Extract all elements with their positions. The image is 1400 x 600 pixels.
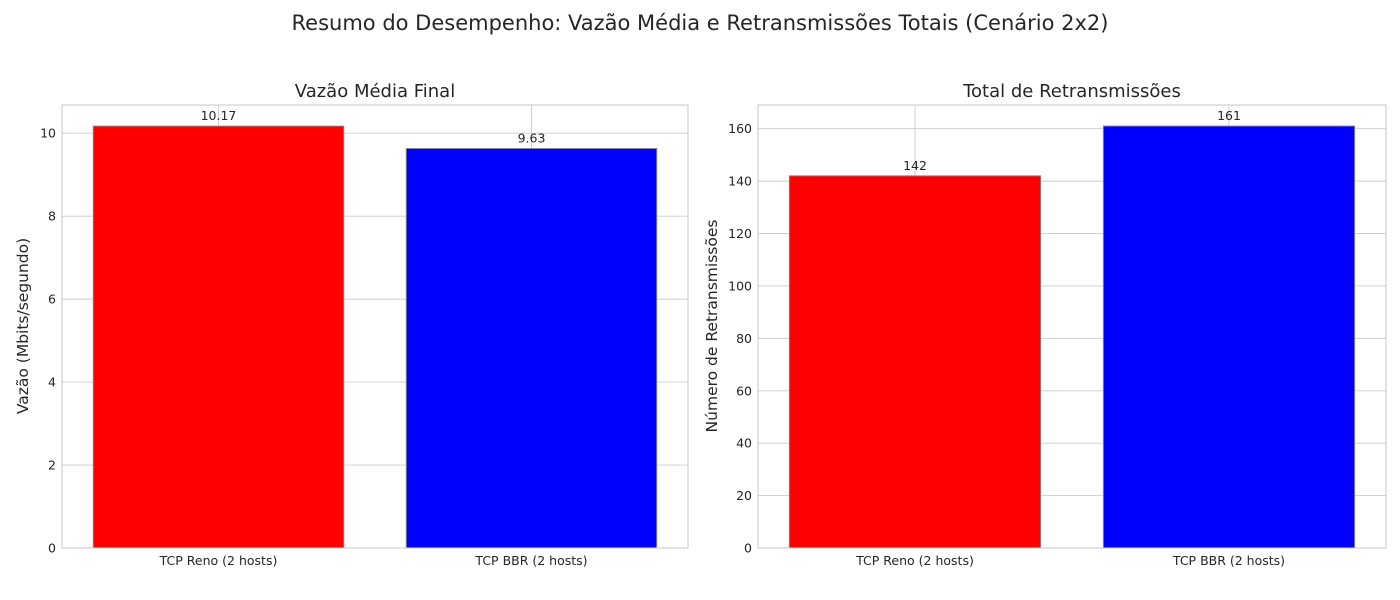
retransmissions-y-tick-label: 0 [744, 541, 752, 556]
retransmissions-bar [788, 175, 1042, 549]
throughput-x-tick-label: TCP BBR (2 hosts) [474, 553, 587, 568]
throughput-x-tick-label: TCP Reno (2 hosts) [159, 553, 278, 568]
throughput-bar [92, 125, 345, 549]
throughput-y-tick-label: 0 [48, 541, 56, 556]
retransmissions-y-tick-label: 100 [728, 278, 752, 293]
retransmissions-chart-title: Total de Retransmissões [962, 81, 1181, 102]
throughput-y-tick-label: 6 [48, 292, 56, 307]
throughput-bar-value-label: 10.17 [201, 108, 237, 123]
throughput-y-tick-label: 2 [48, 458, 56, 473]
retransmissions-y-tick-label: 120 [728, 226, 752, 241]
retransmissions-x-tick-label: TCP BBR (2 hosts) [1172, 553, 1285, 568]
throughput-chart-title: Vazão Média Final [295, 81, 455, 102]
retransmissions-y-tick-label: 140 [728, 174, 752, 189]
retransmissions-y-tick-label: 60 [736, 383, 752, 398]
throughput-axes-frame [61, 104, 689, 549]
retransmissions-y-tick-label: 40 [736, 436, 752, 451]
throughput-chart: Vazão Média Final Vazão (Mbits/segundo) … [14, 81, 689, 568]
throughput-bar-value-label: 9.63 [518, 131, 546, 146]
retransmissions-chart: Total de Retransmissões Número de Retran… [703, 81, 1387, 568]
retransmissions-y-tick-label: 20 [736, 488, 752, 503]
retransmissions-bar-value-label: 142 [903, 158, 927, 173]
retransmissions-y-axis-label: Número de Retransmissões [703, 220, 721, 433]
retransmissions-bar-value-label: 161 [1217, 108, 1241, 123]
retransmissions-axes-frame [757, 104, 1387, 549]
figure-suptitle: Resumo do Desempenho: Vazão Média e Retr… [292, 11, 1109, 35]
retransmissions-y-tick-label: 80 [736, 331, 752, 346]
retransmissions-y-tick-label: 160 [728, 121, 752, 136]
retransmissions-x-tick-label: TCP Reno (2 hosts) [855, 553, 974, 568]
throughput-y-tick-label: 4 [48, 375, 56, 390]
throughput-y-tick-label: 8 [48, 209, 56, 224]
throughput-y-axis-label: Vazão (Mbits/segundo) [14, 238, 32, 414]
retransmissions-bar [1102, 125, 1356, 549]
throughput-y-tick-label: 10 [40, 126, 56, 141]
throughput-bar [405, 148, 658, 549]
